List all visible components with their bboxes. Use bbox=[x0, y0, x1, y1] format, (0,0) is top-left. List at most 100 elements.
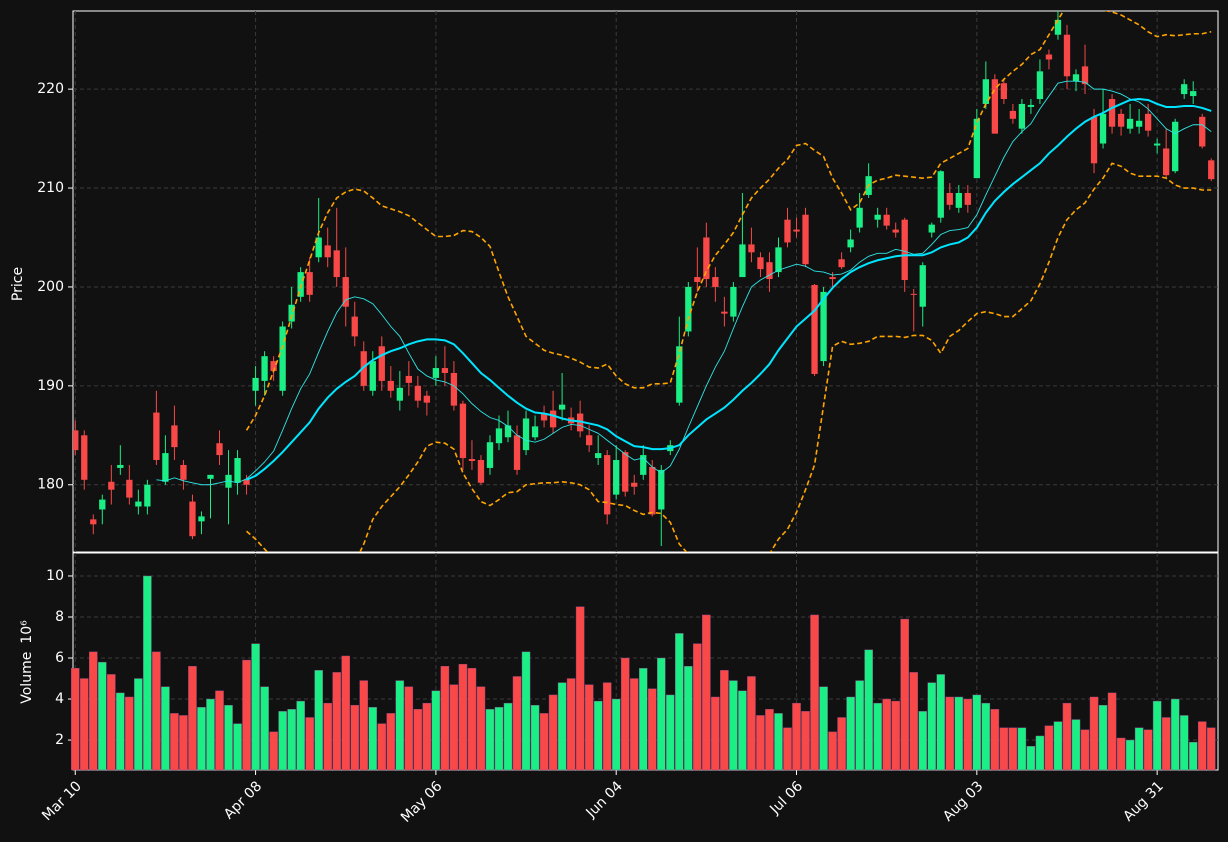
candle-body bbox=[180, 464, 187, 480]
candle-body bbox=[144, 484, 151, 507]
volume-bar bbox=[224, 704, 233, 771]
volume-bar bbox=[765, 709, 774, 771]
candle-body bbox=[585, 435, 593, 446]
candle-body bbox=[333, 250, 340, 278]
volume-bar bbox=[197, 707, 206, 771]
volume-bar bbox=[1116, 737, 1126, 771]
candle-body bbox=[838, 259, 845, 268]
volume-bar bbox=[530, 704, 540, 771]
volume-bar bbox=[503, 702, 513, 771]
volume-bar bbox=[440, 666, 450, 771]
candle-body bbox=[703, 237, 710, 280]
volume-bar bbox=[657, 657, 666, 771]
volume-bar bbox=[80, 678, 89, 771]
candle-body bbox=[937, 171, 944, 218]
candle-body bbox=[1172, 121, 1179, 172]
volume-bar bbox=[251, 643, 260, 771]
candle-body bbox=[531, 426, 539, 438]
volume-bar bbox=[269, 731, 278, 771]
candle-body bbox=[748, 244, 755, 253]
y-tick-label: 2 bbox=[55, 732, 64, 748]
candle-body bbox=[1126, 118, 1134, 129]
volume-bar bbox=[990, 709, 1000, 771]
candle-body bbox=[414, 385, 422, 401]
y-tick-label: 210 bbox=[37, 180, 64, 196]
volume-bar bbox=[1089, 696, 1099, 771]
volume-bar bbox=[1161, 717, 1171, 771]
volume-bar bbox=[548, 694, 558, 771]
candle-body bbox=[423, 395, 431, 403]
candle-body bbox=[829, 277, 836, 280]
candle-body bbox=[234, 458, 241, 483]
candle-body bbox=[793, 229, 800, 232]
volume-bar bbox=[431, 690, 441, 771]
volume-bar bbox=[954, 696, 964, 771]
volume-bar bbox=[278, 711, 287, 771]
candle-body bbox=[73, 430, 79, 451]
candle-body bbox=[342, 277, 349, 307]
volume-bar bbox=[684, 666, 693, 771]
candle-body bbox=[459, 403, 467, 459]
volume-bar bbox=[1125, 739, 1135, 771]
candle-body bbox=[775, 247, 782, 273]
volume-bar bbox=[395, 680, 405, 771]
volume-bar bbox=[747, 676, 756, 771]
volume-bar bbox=[341, 655, 350, 771]
candle-body bbox=[1090, 116, 1098, 164]
candle-body bbox=[135, 501, 142, 507]
volume-bar bbox=[566, 678, 576, 771]
volume-bar bbox=[900, 618, 909, 771]
candle-body bbox=[558, 404, 566, 410]
candle-body bbox=[81, 435, 88, 480]
candle-body bbox=[1163, 148, 1170, 176]
candle-body bbox=[450, 372, 458, 406]
volume-bar bbox=[738, 690, 747, 771]
volume-bar bbox=[828, 731, 837, 771]
candle-body bbox=[1045, 54, 1053, 60]
candle-body bbox=[676, 346, 683, 403]
volume-bar bbox=[1008, 727, 1018, 771]
candle-body bbox=[901, 219, 908, 281]
candle-body bbox=[910, 293, 917, 295]
candle-body bbox=[369, 361, 376, 391]
candle-body bbox=[1054, 19, 1062, 35]
candle-body bbox=[1018, 103, 1026, 129]
volume-bar bbox=[1044, 725, 1054, 771]
x-tick-label: Apr 08 bbox=[221, 778, 265, 822]
volume-bar bbox=[494, 707, 504, 771]
candle-body bbox=[730, 286, 737, 317]
candle-body bbox=[1199, 116, 1206, 147]
volume-bar bbox=[666, 694, 675, 771]
volume-bar bbox=[557, 682, 567, 771]
volume-bar bbox=[1017, 727, 1027, 771]
candle-body bbox=[1117, 113, 1125, 127]
volume-bar bbox=[855, 680, 864, 771]
volume-bar bbox=[350, 704, 359, 771]
volume-bar bbox=[125, 696, 134, 771]
candle-body bbox=[1153, 143, 1161, 146]
candle-body bbox=[108, 481, 115, 490]
candle-body bbox=[486, 442, 494, 468]
candle-body bbox=[351, 316, 358, 337]
y-tick-label: 190 bbox=[37, 378, 64, 394]
volume-bar bbox=[1188, 741, 1198, 771]
x-tick-label: Aug 03 bbox=[940, 778, 986, 824]
volume-bar bbox=[1098, 704, 1108, 771]
volume-bar bbox=[116, 692, 125, 771]
volume-bar bbox=[170, 713, 179, 771]
candle-body bbox=[189, 501, 196, 537]
candle-body bbox=[1108, 99, 1116, 127]
volume-bar bbox=[206, 698, 215, 771]
candle-body bbox=[766, 262, 773, 280]
volume-bar bbox=[521, 651, 531, 771]
volume-bar bbox=[945, 696, 955, 771]
volume-bar bbox=[89, 651, 98, 771]
candle-body bbox=[378, 346, 385, 381]
volume-bar bbox=[485, 709, 495, 771]
volume-bar bbox=[648, 688, 657, 771]
candle-body bbox=[495, 428, 503, 444]
candle-body bbox=[874, 214, 881, 220]
volume-bar bbox=[675, 633, 684, 771]
candle-body bbox=[892, 229, 899, 233]
